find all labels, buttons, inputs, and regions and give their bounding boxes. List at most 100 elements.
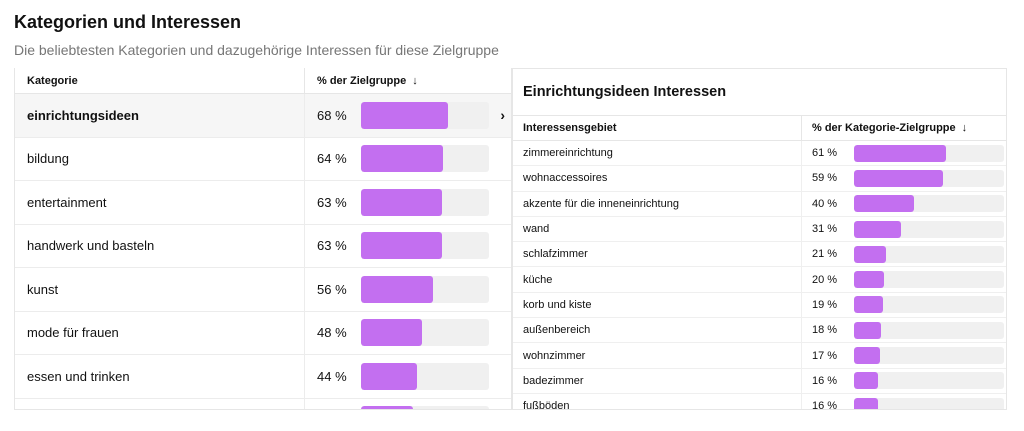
column-header-share[interactable]: % der Zielgruppe ↓ xyxy=(304,68,511,93)
category-label: mode für frauen xyxy=(27,325,119,341)
interest-share-percent: 19 % xyxy=(812,298,838,311)
interest-row: fußböden 16 % xyxy=(513,393,1006,410)
share-bar-track xyxy=(361,275,489,303)
category-share-cell: 63 % xyxy=(304,181,511,224)
category-row[interactable]: einrichtungsideen 68 % › xyxy=(15,94,511,138)
category-row[interactable]: entertainment 63 % xyxy=(15,181,511,225)
column-header-share-label: % der Zielgruppe xyxy=(317,74,407,87)
share-bar-fill xyxy=(361,275,433,303)
category-share-cell: 68 % xyxy=(304,94,511,137)
interests-table-title: Einrichtungsideen Interessen xyxy=(513,69,1006,116)
category-label: bildung xyxy=(27,151,69,167)
interest-share-cell: 18 % xyxy=(801,318,1006,343)
category-label: handwerk und basteln xyxy=(27,238,155,254)
interest-label: außenbereich xyxy=(523,324,591,337)
share-bar-track xyxy=(854,245,1004,263)
share-bar-fill xyxy=(854,245,886,263)
interest-row: küche 20 % xyxy=(513,267,1006,293)
interests-table: Einrichtungsideen Interessen Interessens… xyxy=(512,68,1007,410)
interest-share-cell: 31 % xyxy=(801,216,1006,242)
share-bar-track xyxy=(854,397,1004,409)
share-bar-fill xyxy=(854,195,914,213)
category-share-cell xyxy=(304,398,511,409)
share-bar-fill xyxy=(361,101,449,129)
share-bar-fill xyxy=(361,188,442,216)
share-bar-track xyxy=(361,232,489,260)
interest-label: wand xyxy=(523,223,550,236)
categories-table-header: Kategorie % der Zielgruppe ↓ xyxy=(15,68,511,94)
interest-row: zimmereinrichtung 61 % xyxy=(513,141,1006,167)
interest-share-cell: 16 % xyxy=(801,393,1006,409)
category-share-cell: 64 % xyxy=(304,137,511,180)
interest-share-percent: 61 % xyxy=(812,147,838,160)
category-label: kunst xyxy=(27,281,59,297)
interest-share-percent: 59 % xyxy=(812,172,838,185)
arrow-down-icon[interactable]: ↓ xyxy=(961,122,968,134)
interest-label: zimmereinrichtung xyxy=(523,147,613,160)
section-title: Kategorien und Interessen xyxy=(14,12,242,32)
category-row[interactable] xyxy=(15,398,511,409)
interest-row: wohnzimmer 17 % xyxy=(513,343,1006,369)
interest-share-percent: 31 % xyxy=(812,223,838,236)
interest-share-cell: 61 % xyxy=(801,141,1006,166)
interest-row: außenbereich 18 % xyxy=(513,318,1006,344)
chevron-right-icon[interactable]: › xyxy=(500,107,505,124)
share-bar-track xyxy=(361,319,489,347)
interest-label: schlafzimmer xyxy=(523,248,588,261)
column-header-category[interactable]: Kategorie xyxy=(27,74,78,87)
interest-row: akzente für die inneneinrichtung 40 % xyxy=(513,191,1006,217)
interest-share-percent: 17 % xyxy=(812,349,838,362)
category-share-cell: 63 % xyxy=(304,224,511,267)
category-row[interactable]: mode für frauen 48 % xyxy=(15,311,511,355)
interest-label: wohnaccessoires xyxy=(523,172,608,185)
share-bar-track xyxy=(854,144,1004,162)
interest-row: wand 31 % xyxy=(513,216,1006,243)
category-label: entertainment xyxy=(27,194,107,210)
section-subtitle: Die beliebtesten Kategorien und dazugehö… xyxy=(14,42,499,58)
share-bar-fill xyxy=(854,321,881,339)
interest-share-cell: 59 % xyxy=(801,166,1006,191)
category-share-cell: 56 % xyxy=(304,268,511,311)
interest-share-cell: 20 % xyxy=(801,267,1006,292)
interest-row: badezimmer 16 % xyxy=(513,368,1006,394)
interest-label: wohnzimmer xyxy=(523,349,586,362)
interest-share-cell: 40 % xyxy=(801,191,1006,216)
share-bar-track xyxy=(854,195,1004,213)
interest-label: korb und kiste xyxy=(523,298,592,311)
column-header-interest[interactable]: Interessensgebiet xyxy=(523,122,617,134)
category-row[interactable]: kunst 56 % xyxy=(15,268,511,312)
column-header-category-share[interactable]: % der Kategorie-Zielgruppe ↓ xyxy=(801,116,1006,140)
categories-table-body: einrichtungsideen 68 % › bildung 64 % enterta… xyxy=(15,94,511,409)
share-bar-track xyxy=(854,169,1004,187)
category-share-percent: 44 % xyxy=(317,368,347,384)
interest-row: schlafzimmer 21 % xyxy=(513,242,1006,268)
interest-share-cell: 16 % xyxy=(801,368,1006,393)
share-bar-fill xyxy=(361,319,423,347)
share-bar-fill xyxy=(854,144,946,162)
interest-share-cell: 21 % xyxy=(801,242,1006,267)
share-bar-track xyxy=(854,271,1004,289)
interest-share-percent: 16 % xyxy=(812,374,838,387)
category-row[interactable]: essen und trinken 44 % xyxy=(15,355,511,399)
interest-row: wohnaccessoires 59 % xyxy=(513,166,1006,192)
share-bar-fill xyxy=(361,362,418,390)
interest-label: fußböden xyxy=(523,400,570,410)
arrow-down-icon[interactable]: ↓ xyxy=(412,74,418,87)
category-row[interactable]: bildung 64 % xyxy=(15,137,511,181)
share-bar-fill xyxy=(854,220,901,238)
share-bar-track xyxy=(854,321,1004,339)
interest-share-percent: 20 % xyxy=(812,273,838,286)
share-bar-fill xyxy=(854,169,943,187)
interest-label: küche xyxy=(523,273,553,286)
category-share-percent: 63 % xyxy=(317,238,347,254)
categories-table: Kategorie % der Zielgruppe ↓ einrichtung… xyxy=(14,68,512,410)
share-bar-fill xyxy=(361,232,442,260)
interest-share-cell: 19 % xyxy=(801,292,1006,318)
interest-share-cell: 17 % xyxy=(801,343,1006,368)
interest-share-percent: 21 % xyxy=(812,248,838,261)
category-row[interactable]: handwerk und basteln 63 % xyxy=(15,224,511,268)
interest-share-percent: 40 % xyxy=(812,197,838,210)
share-bar-track xyxy=(361,101,489,129)
share-bar-fill xyxy=(854,347,880,365)
share-bar-fill xyxy=(854,296,883,314)
